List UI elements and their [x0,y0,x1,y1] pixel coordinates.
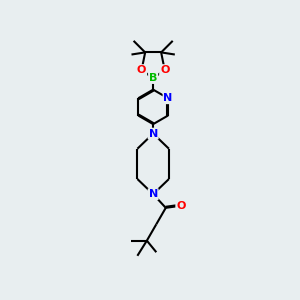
Text: O: O [137,65,146,75]
Text: O: O [160,65,169,75]
Text: B: B [149,73,157,83]
Text: N: N [148,129,158,139]
Text: N: N [164,93,173,103]
Text: N: N [148,189,158,199]
Text: O: O [176,201,186,211]
